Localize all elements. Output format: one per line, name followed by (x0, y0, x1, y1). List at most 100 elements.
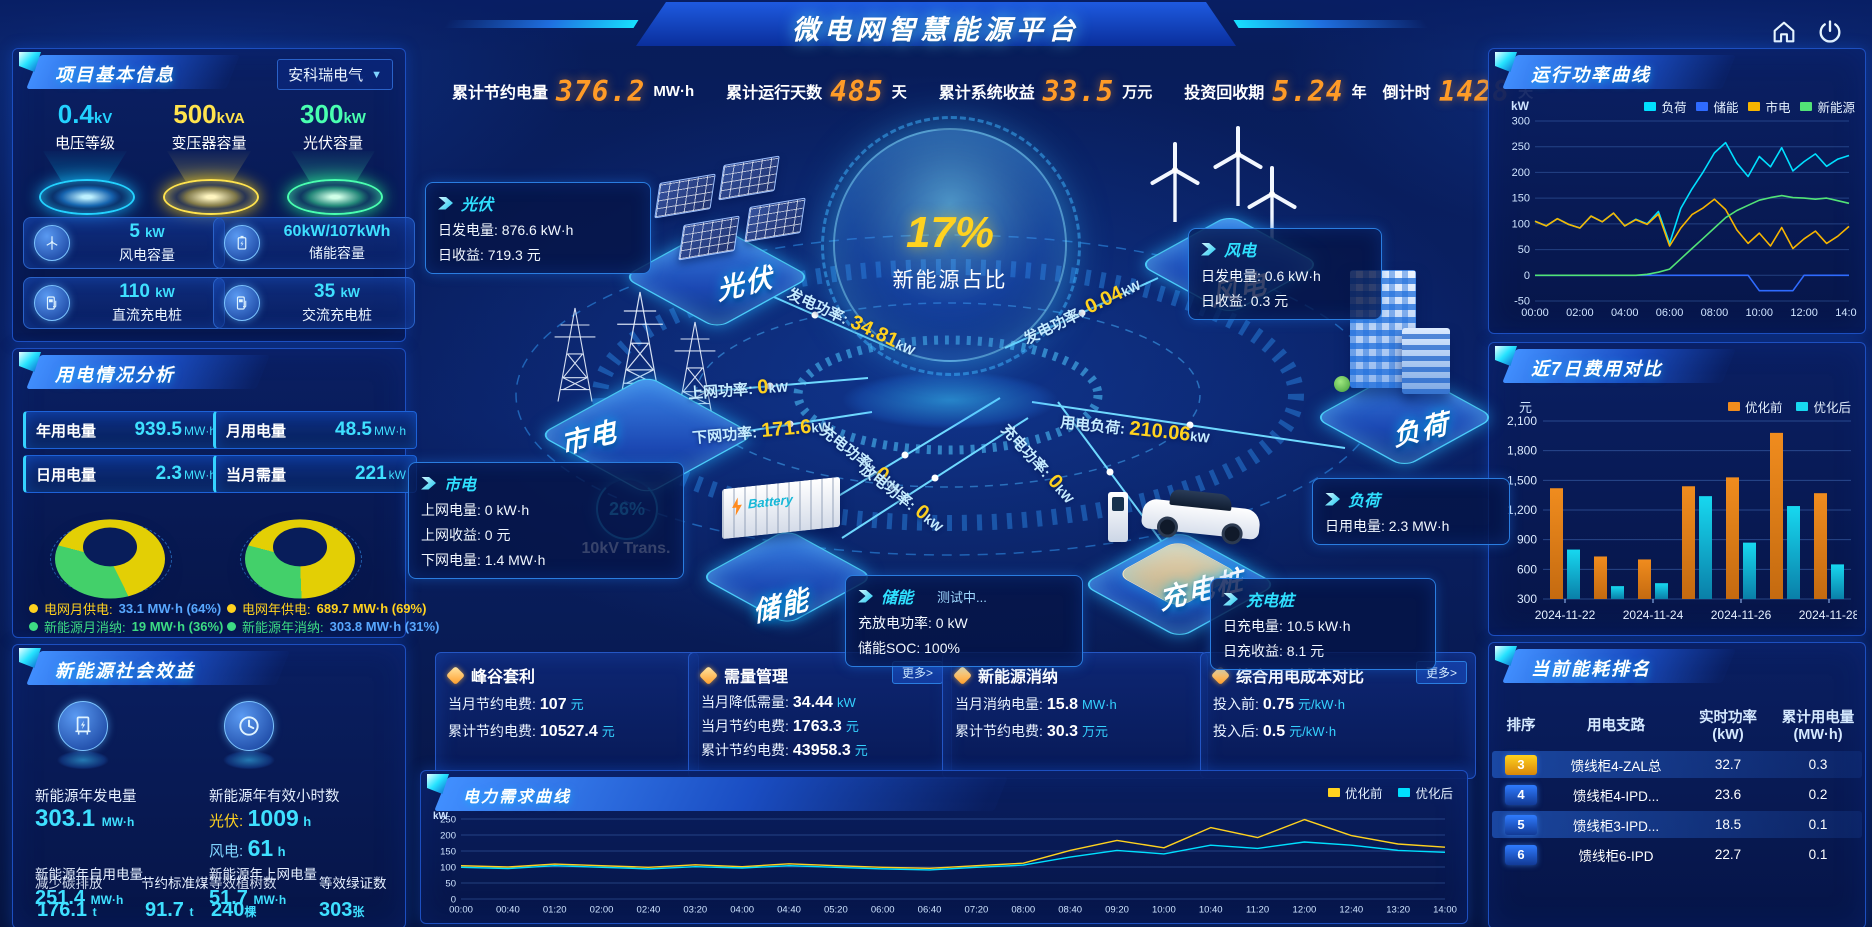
benefit-certs-label: 等效绿证数 (319, 876, 387, 891)
svg-text:08:00: 08:00 (1701, 307, 1729, 319)
solar-panel (654, 173, 716, 219)
benefit-self-use-label: 新能源年自用电量 (35, 867, 143, 882)
legend-item: 负荷 (1644, 97, 1686, 116)
capacity-unit: kW (155, 285, 175, 300)
svg-text:13:20: 13:20 (1386, 905, 1410, 916)
arrow-icon (438, 196, 453, 210)
wind-turbine-icon (34, 225, 70, 261)
svg-text:2024-11-22: 2024-11-22 (1535, 608, 1596, 622)
benefit-coal-label: 节约标准煤 (141, 876, 209, 891)
pedestal-value: 0.4 (57, 99, 94, 129)
svg-text:06:40: 06:40 (918, 905, 942, 916)
svg-text:12:00: 12:00 (1790, 307, 1818, 319)
panel-title: 用电情况分析 (55, 365, 175, 385)
svg-text:14:00: 14:00 (1433, 905, 1457, 916)
rank-badge: 3 (1505, 754, 1537, 775)
legend-renewable-year: 新能源年消纳: 303.8 MW·h (31%) (227, 617, 439, 636)
panel-corner-icon (1495, 646, 1517, 666)
benefit-carbon-label: 减少碳排放 (35, 876, 103, 891)
svg-text:09:20: 09:20 (1105, 905, 1129, 916)
svg-text:200: 200 (1512, 167, 1530, 179)
svg-text:01:20: 01:20 (543, 905, 567, 916)
kpi-label: 累计系统收益 (938, 85, 1035, 102)
card-cost-comparison: 综合用电成本对比 更多> 投入前: 0.75 元/kW·h 投入后: 0.5 元/kW·… (1200, 652, 1476, 779)
power-icon[interactable] (1812, 14, 1848, 50)
svg-text:50: 50 (445, 879, 456, 890)
total-energy: 0.1 (1808, 847, 1828, 862)
legend-item: 优化前 (1727, 397, 1782, 416)
pedestal-unit: kW (343, 110, 366, 127)
clock-icon (224, 701, 274, 751)
svg-text:300: 300 (1517, 592, 1537, 606)
svg-text:12:40: 12:40 (1339, 905, 1363, 916)
legend-label: 新能源月消纳: (44, 620, 126, 635)
panel-usage-analysis: 用电情况分析 年用电量 939.5 MW·h 月用电量 48.5 MW·h 日用电量… (12, 348, 439, 638)
pedestal-voltage: 0.4kV 电压等级 (29, 99, 141, 215)
table-row[interactable]: 5 馈线柜3-IPD... 18.5 0.1 (1492, 811, 1862, 838)
legend-swatch (1696, 102, 1709, 111)
legend-item: 优化后 (1398, 783, 1453, 802)
svg-text:100: 100 (1512, 218, 1530, 230)
ac-charger-icon (224, 285, 260, 321)
battery-icon (224, 225, 260, 261)
svg-text:250: 250 (1512, 141, 1530, 153)
capacity-value: 35 (314, 281, 336, 302)
benefit-to-grid-value: 51.7 MW·h (209, 887, 287, 909)
charging-post-screen (1112, 497, 1124, 511)
benefit-overlap-block: 新能源年自用电量 减少碳排放 251.4 MW·h 176.1 t 节约标准煤 … (13, 863, 405, 927)
pedestal-glow-ring (39, 179, 135, 215)
card-demand-management: 需量管理 更多> 当月降低需量: 34.44 kW 当月节约电费: 1763.3 元 累… (688, 652, 952, 779)
pedestal-glow-ring (163, 179, 259, 215)
legend-dot (29, 604, 38, 613)
svg-text:12:00: 12:00 (1293, 905, 1317, 916)
kpi-unit: 万元 (1122, 83, 1153, 101)
legend-swatch (1748, 102, 1761, 111)
svg-text:06:00: 06:00 (1656, 307, 1684, 319)
company-select[interactable]: 安科瑞电气 ▼ (277, 59, 393, 90)
pedestal-label: 电压等级 (54, 135, 115, 152)
info-card-storage: 储能 测试中... 充放电功率: 0 kW 储能SOC: 100% (845, 575, 1083, 667)
battery-container-label: Battery (748, 491, 793, 512)
unit: h (277, 844, 286, 859)
charging-post (1108, 492, 1128, 542)
table-row[interactable]: 4 馈线柜4-IPD... 23.6 0.2 (1492, 781, 1862, 808)
table-row[interactable]: 6 馈线柜6-IPD 22.7 0.1 (1492, 841, 1862, 868)
rank-badge: 5 (1505, 814, 1537, 835)
info-card-pv: 光伏 日发电量: 876.6 kW·h 日收益: 719.3 元 (425, 182, 651, 274)
pedestal-value: 500 (173, 99, 217, 129)
capacity-label: 交流充电桩 (302, 307, 372, 323)
panel-renewable-benefit: 新能源社会效益 新能源年发电量 303.1 MW·h 新能源年有效小时数 光伏:… (12, 644, 406, 927)
panel-run-power-curve: 运行功率曲线 kW 负荷 储能 市电 新能源 300 250 200 150 100 50… (1488, 48, 1866, 334)
panel-energy-ranking: 当前能耗排名 排序 用电支路 实时功率 (kW) 累计用电量 (MW·h) 3 … (1488, 642, 1866, 927)
pedestal-unit: kV (93, 110, 113, 127)
solar-panel (718, 155, 780, 201)
legend-swatch (1800, 102, 1813, 111)
svg-text:600: 600 (1517, 562, 1537, 576)
stat-label: 月用电量 (226, 422, 287, 440)
svg-text:02:40: 02:40 (637, 905, 661, 916)
card-title: 峰谷套利 (471, 669, 536, 686)
svg-text:1,800: 1,800 (1507, 444, 1537, 458)
capacity-card-dc-charger: 110 kW 直流充电桩 (23, 277, 225, 329)
table-row[interactable]: 3 馈线柜4-ZAL总 32.7 0.3 (1492, 751, 1862, 778)
y-axis-unit: 元 (1519, 400, 1533, 415)
y-axis-unit: kW (433, 811, 448, 822)
kpi-value: 33.5 (1042, 74, 1115, 108)
legend-swatch (1398, 788, 1411, 797)
capacity-label: 储能容量 (309, 245, 365, 261)
stat-label: 年用电量 (36, 422, 97, 440)
pedestal-glow (213, 747, 285, 773)
home-icon[interactable] (1766, 14, 1802, 50)
dc-charger-icon (34, 285, 70, 321)
svg-text:14:00: 14:00 (1835, 307, 1857, 319)
svg-text:150: 150 (1512, 193, 1530, 205)
stat-unit: MW·h (184, 468, 216, 482)
capacity-unit: kW (145, 225, 165, 240)
capacity-value: 60kW/107kWh (283, 223, 391, 240)
legend-swatch (1644, 102, 1657, 111)
svg-text:10:00: 10:00 (1152, 905, 1176, 916)
pedestal-label: 光伏容量 (302, 135, 363, 152)
legend-dot (29, 622, 38, 631)
center-sphere: 17% 新能源占比 (821, 116, 1081, 376)
